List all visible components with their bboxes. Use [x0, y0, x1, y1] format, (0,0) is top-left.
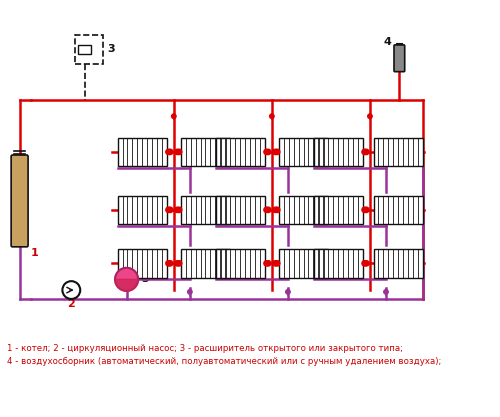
Bar — [75, 35, 104, 64]
Circle shape — [266, 207, 271, 213]
Bar — [216, 249, 265, 278]
Text: 1: 1 — [30, 248, 38, 258]
Circle shape — [362, 149, 368, 155]
Text: 4: 4 — [384, 37, 392, 47]
Circle shape — [176, 207, 182, 213]
Circle shape — [362, 207, 368, 213]
Circle shape — [273, 207, 278, 213]
Circle shape — [168, 149, 173, 155]
Bar — [374, 138, 422, 166]
Bar — [216, 138, 265, 166]
Bar — [181, 249, 230, 278]
Bar — [279, 138, 328, 166]
Circle shape — [188, 290, 192, 294]
Circle shape — [274, 149, 280, 155]
Text: 3: 3 — [107, 44, 114, 54]
Circle shape — [368, 114, 372, 118]
Text: 3: 3 — [142, 274, 150, 284]
Bar — [181, 196, 230, 224]
FancyBboxPatch shape — [394, 45, 404, 72]
Circle shape — [166, 261, 171, 266]
Bar — [118, 249, 166, 278]
Circle shape — [274, 207, 280, 213]
Circle shape — [362, 261, 368, 266]
Circle shape — [266, 261, 271, 266]
Circle shape — [62, 281, 80, 299]
Circle shape — [364, 149, 369, 155]
Circle shape — [174, 261, 180, 266]
Circle shape — [273, 149, 278, 155]
Circle shape — [168, 261, 173, 266]
Circle shape — [168, 207, 173, 213]
Bar — [314, 196, 363, 224]
Circle shape — [166, 149, 171, 155]
Circle shape — [172, 114, 176, 118]
Bar — [78, 45, 91, 54]
Circle shape — [364, 261, 369, 266]
Circle shape — [264, 261, 269, 266]
Bar — [374, 249, 422, 278]
Circle shape — [115, 268, 138, 291]
Circle shape — [384, 290, 388, 294]
Circle shape — [264, 207, 269, 213]
Circle shape — [266, 149, 271, 155]
Bar — [279, 196, 328, 224]
FancyBboxPatch shape — [11, 155, 28, 247]
Bar — [374, 196, 422, 224]
Circle shape — [364, 207, 369, 213]
Bar — [181, 138, 230, 166]
Text: 1 - котел; 2 - циркуляционный насос; 3 - расширитель открытого или закрытого тип: 1 - котел; 2 - циркуляционный насос; 3 -… — [7, 344, 403, 352]
Text: 4 - воздухосборник (автоматический, полуавтоматический или с ручным удалением во: 4 - воздухосборник (автоматический, полу… — [7, 357, 442, 366]
Circle shape — [174, 149, 180, 155]
Text: 2: 2 — [68, 299, 75, 309]
Bar — [118, 196, 166, 224]
Circle shape — [264, 149, 269, 155]
Circle shape — [174, 207, 180, 213]
Circle shape — [286, 290, 290, 294]
Bar — [118, 138, 166, 166]
Bar — [216, 196, 265, 224]
Polygon shape — [115, 279, 138, 291]
Bar — [314, 249, 363, 278]
Bar — [314, 138, 363, 166]
Bar — [279, 249, 328, 278]
Circle shape — [274, 261, 280, 266]
Circle shape — [270, 114, 274, 118]
Circle shape — [176, 261, 182, 266]
Circle shape — [176, 149, 182, 155]
Circle shape — [273, 261, 278, 266]
Circle shape — [166, 207, 171, 213]
